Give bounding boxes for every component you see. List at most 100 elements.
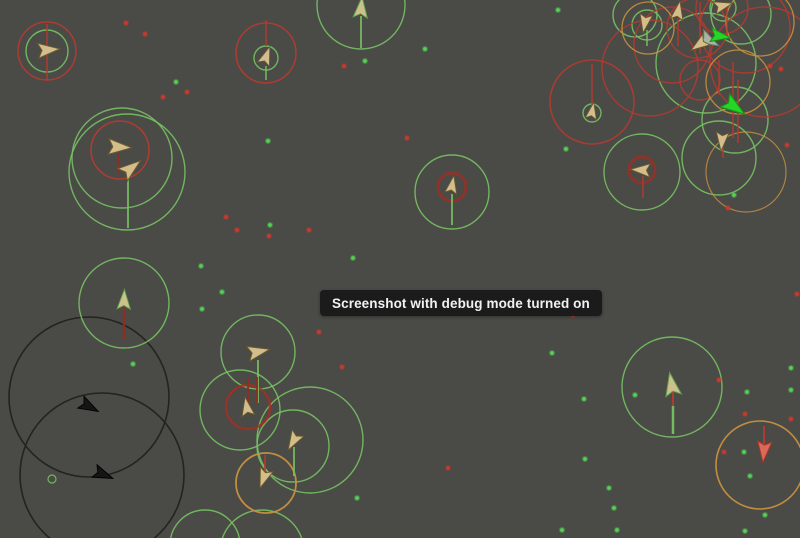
debug-radius-circle — [19, 392, 185, 538]
food-dot — [726, 206, 730, 210]
debug-radius-circle — [414, 154, 490, 230]
food-dot — [224, 215, 228, 219]
debug-radius-circle — [709, 0, 737, 22]
debug-radius-circle — [47, 474, 57, 484]
food-dot — [267, 234, 271, 238]
food-dot — [307, 228, 311, 232]
debug-radius-circle — [235, 452, 297, 514]
food-dot — [340, 365, 344, 369]
food-dot — [200, 307, 204, 311]
debug-radius-circle — [221, 509, 303, 538]
food-dot — [143, 32, 147, 36]
food-dot — [607, 486, 611, 490]
boid-agent[interactable] — [687, 33, 712, 55]
debug-radius-circle — [681, 120, 757, 196]
boid-agent[interactable] — [756, 439, 773, 464]
debug-radius-circle — [715, 420, 800, 510]
food-dot — [785, 143, 789, 147]
food-dot — [582, 397, 586, 401]
boid-agent[interactable] — [239, 395, 256, 418]
debug-radius-circle — [679, 59, 721, 101]
food-dot — [789, 417, 793, 421]
food-dot — [732, 193, 736, 197]
debug-radius-circle — [621, 336, 723, 438]
boid-agent[interactable] — [711, 0, 734, 16]
debug-radius-circle — [710, 0, 772, 45]
boid-agent[interactable] — [715, 130, 730, 153]
food-dot — [779, 67, 783, 71]
boid-agent[interactable] — [628, 162, 652, 179]
food-dot — [342, 64, 346, 68]
food-dot — [161, 95, 165, 99]
food-dot — [583, 457, 587, 461]
food-dot — [556, 8, 560, 12]
food-dot — [235, 228, 239, 232]
boid-agent[interactable] — [584, 101, 599, 121]
boid-agent[interactable] — [718, 92, 749, 121]
debug-tooltip: Screenshot with debug mode turned on — [320, 290, 602, 316]
debug-radius-circle — [316, 0, 406, 50]
boid-agent[interactable] — [107, 137, 134, 156]
boid-agent[interactable] — [76, 395, 102, 417]
debug-radius-circle — [709, 6, 800, 118]
food-dot — [351, 256, 355, 260]
boid-agent[interactable] — [116, 287, 132, 311]
boid-agent[interactable] — [256, 44, 275, 68]
food-dot — [446, 466, 450, 470]
debug-radius-circle — [68, 113, 186, 231]
debug-radius-circle — [627, 155, 657, 185]
food-dot — [266, 139, 270, 143]
debug-radius-circle — [8, 316, 170, 478]
debug-radius-circle — [725, 0, 795, 57]
debug-radius-circle — [71, 107, 173, 209]
boid-agent[interactable] — [90, 463, 115, 485]
debug-radius-circle — [621, 1, 675, 55]
boid-agent[interactable] — [116, 154, 146, 183]
debug-radius-circle — [170, 509, 240, 538]
food-dot — [633, 393, 637, 397]
food-dot — [174, 80, 178, 84]
debug-radius-circle — [603, 133, 681, 211]
debug-radius-circle — [78, 257, 170, 349]
food-dot — [560, 528, 564, 532]
boid-agent[interactable] — [245, 342, 272, 363]
boid-agent[interactable] — [444, 174, 460, 196]
food-dot — [564, 147, 568, 151]
food-dot — [722, 450, 726, 454]
food-dot — [768, 64, 772, 68]
food-dot — [742, 450, 746, 454]
food-dot — [423, 47, 427, 51]
food-dot — [355, 496, 359, 500]
debug-radius-circle — [549, 59, 635, 145]
food-dot — [748, 474, 752, 478]
food-dot — [789, 366, 793, 370]
debug-radius-circle — [655, 12, 757, 114]
boid-agent[interactable] — [669, 0, 686, 22]
boid-agent[interactable] — [662, 370, 683, 398]
food-dot — [615, 528, 619, 532]
food-dot — [131, 362, 135, 366]
food-dot — [795, 292, 799, 296]
food-dot — [743, 412, 747, 416]
debug-radius-circle — [90, 120, 150, 180]
debug-radius-circle — [199, 369, 281, 451]
boid-agent[interactable] — [637, 12, 654, 35]
food-dot — [199, 264, 203, 268]
food-dot — [363, 59, 367, 63]
food-dot — [612, 506, 616, 510]
food-dot — [405, 136, 409, 140]
boid-agent[interactable] — [254, 465, 275, 490]
boid-agent[interactable] — [36, 41, 62, 60]
boid-agent[interactable] — [709, 27, 732, 44]
debug-radius-circle — [705, 131, 787, 213]
boid-agent[interactable] — [282, 428, 306, 454]
debug-radius-circle — [256, 409, 330, 483]
food-dot — [743, 529, 747, 533]
food-dot — [763, 513, 767, 517]
food-dot — [124, 21, 128, 25]
food-dot — [220, 290, 224, 294]
boid-agent[interactable] — [352, 0, 369, 20]
food-dot — [185, 90, 189, 94]
